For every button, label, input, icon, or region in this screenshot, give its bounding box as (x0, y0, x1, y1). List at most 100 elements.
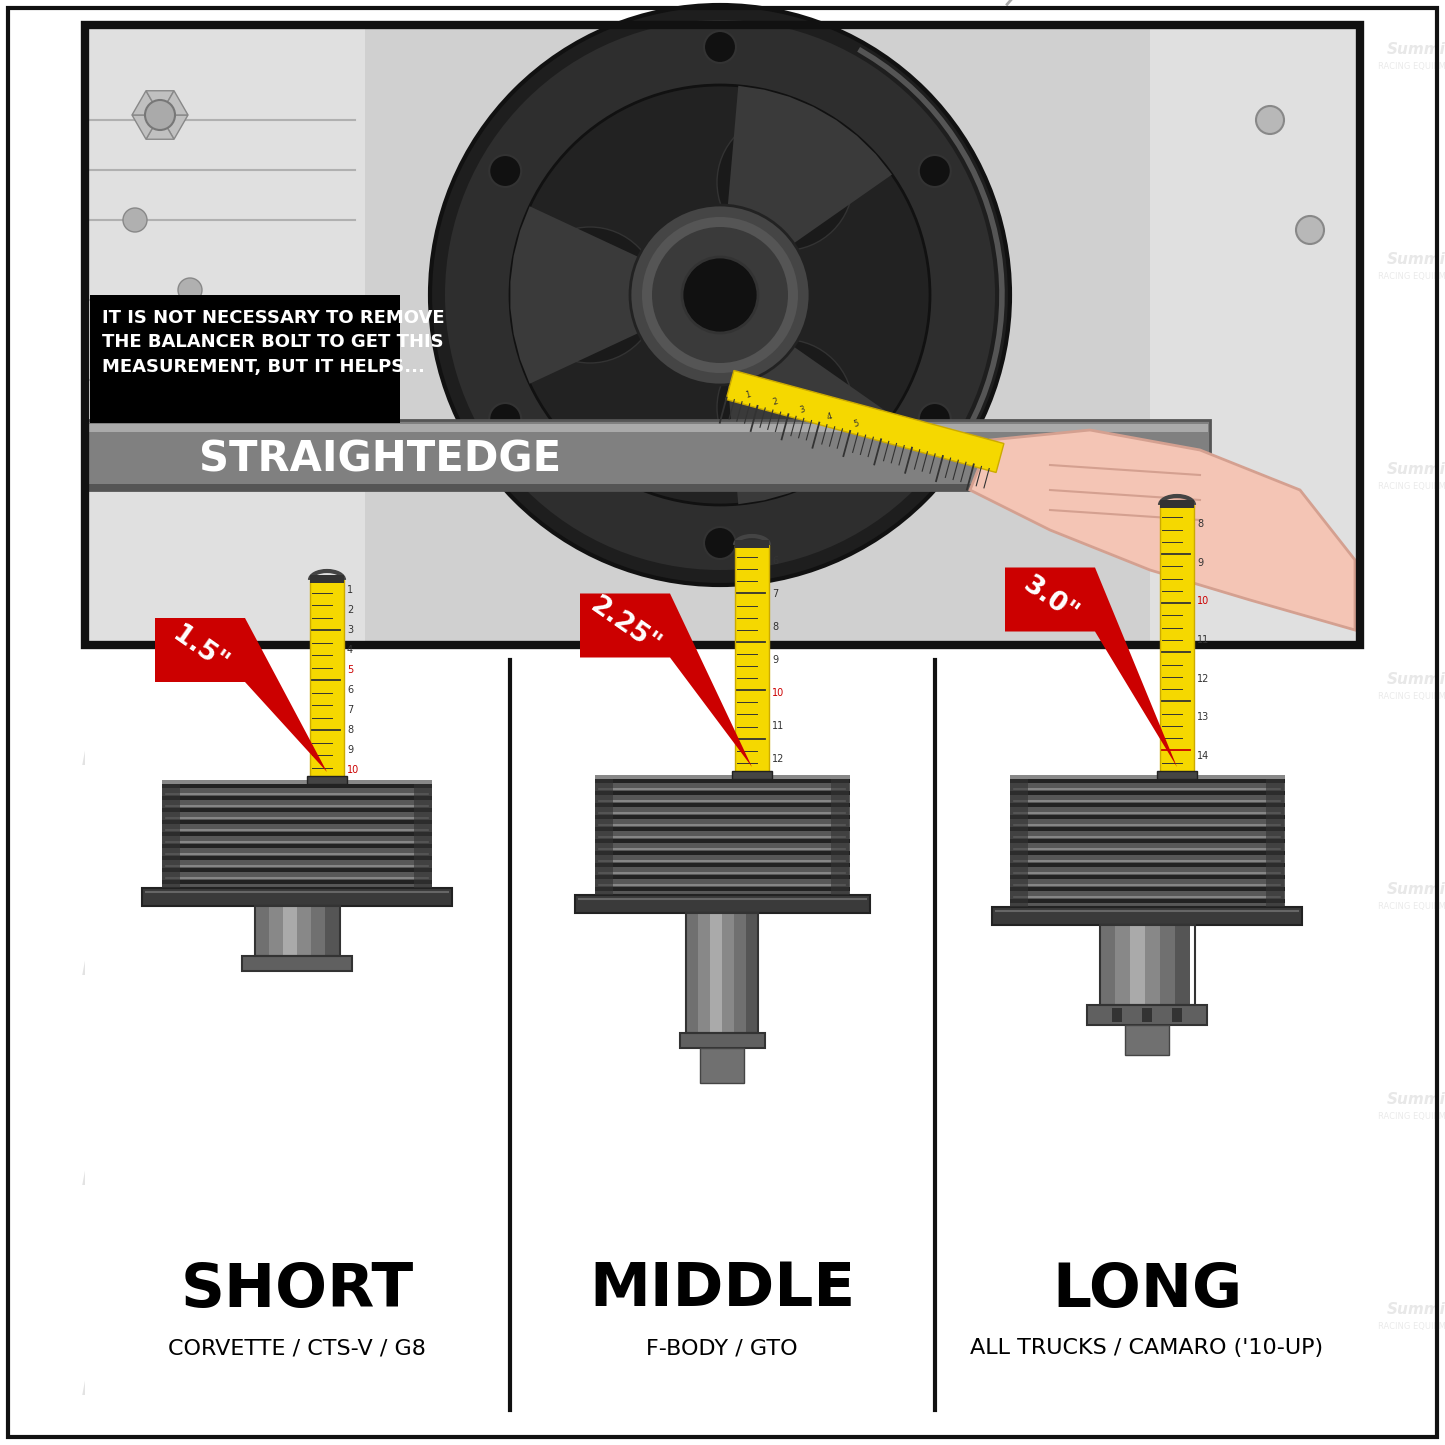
FancyBboxPatch shape (725, 370, 1004, 473)
Text: RACING EQUIPMENT: RACING EQUIPMENT (1377, 692, 1445, 701)
Circle shape (717, 340, 853, 475)
Bar (595, 827, 850, 831)
Bar (595, 775, 613, 894)
Text: Pro: Pro (675, 66, 725, 92)
Text: Pro: Pro (1256, 487, 1305, 513)
Text: 10: 10 (347, 764, 360, 775)
Text: 8: 8 (772, 623, 777, 631)
Bar (298, 906, 311, 957)
Text: 3: 3 (798, 405, 806, 415)
Text: Pro: Pro (1256, 907, 1305, 933)
Bar (162, 792, 432, 803)
Bar (595, 858, 850, 871)
Polygon shape (970, 431, 1355, 630)
Bar (1010, 815, 1285, 819)
Bar (269, 906, 283, 957)
Bar (306, 776, 347, 785)
Polygon shape (160, 116, 188, 139)
Text: LS: LS (660, 299, 740, 357)
Text: Pro: Pro (965, 696, 1014, 722)
Bar (1010, 835, 1285, 847)
Bar (311, 579, 344, 780)
Text: RACING EQUIPMENT: RACING EQUIPMENT (1088, 481, 1172, 490)
Text: 9: 9 (772, 655, 777, 665)
Text: RACING EQUIPMENT: RACING EQUIPMENT (798, 1111, 883, 1120)
Text: STRAIGHTEDGE: STRAIGHTEDGE (199, 438, 561, 480)
Bar (1175, 925, 1191, 1006)
Bar (162, 844, 432, 848)
Text: Summit: Summit (227, 462, 293, 477)
Text: RACING EQUIPMENT: RACING EQUIPMENT (218, 1111, 302, 1120)
Text: LS: LS (1240, 90, 1319, 146)
Text: RACING EQUIPMENT: RACING EQUIPMENT (1377, 481, 1445, 490)
Bar (1010, 811, 1285, 824)
Text: RACING EQUIPMENT: RACING EQUIPMENT (798, 481, 883, 490)
Text: Pro: Pro (675, 1117, 725, 1143)
Text: Pro: Pro (965, 907, 1014, 933)
Text: 7: 7 (772, 590, 779, 600)
Bar (681, 1033, 764, 1048)
Text: Summit: Summit (227, 1092, 293, 1107)
Bar (241, 957, 353, 971)
Text: LS: LS (81, 1140, 159, 1196)
Text: RACING EQUIPMENT: RACING EQUIPMENT (507, 1111, 592, 1120)
Text: LS: LS (81, 1350, 159, 1406)
Circle shape (919, 155, 951, 186)
Text: Summit: Summit (227, 672, 293, 688)
Text: 2: 2 (347, 605, 353, 616)
Text: RACING EQUIPMENT: RACING EQUIPMENT (1088, 692, 1172, 701)
Text: RACING EQUIPMENT: RACING EQUIPMENT (1377, 272, 1445, 280)
Circle shape (123, 208, 147, 233)
Text: RACING EQUIPMENT: RACING EQUIPMENT (1088, 272, 1172, 280)
Bar (722, 913, 734, 1033)
Text: LS: LS (81, 720, 159, 776)
Text: 4: 4 (825, 412, 832, 422)
Text: Pro: Pro (386, 487, 435, 513)
Text: 3: 3 (347, 626, 353, 634)
Text: LS: LS (370, 1350, 449, 1406)
Text: LS: LS (660, 510, 740, 566)
Polygon shape (146, 116, 173, 139)
Text: Pro: Pro (1256, 277, 1305, 303)
Text: RACING EQUIPMENT: RACING EQUIPMENT (1377, 1322, 1445, 1331)
Circle shape (642, 217, 798, 373)
Text: LONG: LONG (1052, 1260, 1243, 1319)
Text: LS: LS (370, 510, 449, 566)
Text: RACING EQUIPMENT: RACING EQUIPMENT (1377, 62, 1445, 71)
Text: Summit: Summit (806, 883, 873, 897)
Bar (162, 816, 432, 828)
Text: 5: 5 (853, 419, 860, 429)
Text: LS: LS (951, 1140, 1030, 1196)
Text: LS: LS (81, 510, 159, 566)
Bar (85, 660, 1360, 1420)
Bar (311, 906, 325, 957)
Text: RACING EQUIPMENT: RACING EQUIPMENT (507, 62, 592, 71)
Bar (831, 775, 850, 894)
Text: Pro: Pro (386, 66, 435, 92)
Bar (162, 780, 432, 792)
Text: LS: LS (660, 929, 740, 987)
Text: Pro: Pro (965, 1117, 1014, 1143)
Bar (1010, 899, 1285, 903)
Text: RACING EQUIPMENT: RACING EQUIPMENT (218, 272, 302, 280)
Bar (595, 840, 850, 842)
Bar (162, 821, 432, 824)
Bar (595, 847, 850, 858)
Bar (1010, 883, 1285, 894)
Text: Pro: Pro (965, 277, 1014, 303)
Bar (162, 876, 432, 889)
Text: RACING EQUIPMENT: RACING EQUIPMENT (218, 62, 302, 71)
Bar (254, 906, 340, 957)
Text: ALL TRUCKS / CAMARO ('10-UP): ALL TRUCKS / CAMARO ('10-UP) (971, 1338, 1324, 1358)
Text: RACING EQUIPMENT: RACING EQUIPMENT (218, 481, 302, 490)
Text: Summit: Summit (517, 1092, 584, 1107)
Text: Summit: Summit (227, 42, 293, 58)
Text: Pro: Pro (965, 66, 1014, 92)
Bar (595, 835, 850, 847)
Text: Summit: Summit (806, 462, 873, 477)
Text: RACING EQUIPMENT: RACING EQUIPMENT (1088, 1111, 1172, 1120)
Text: RACING EQUIPMENT: RACING EQUIPMENT (1377, 902, 1445, 910)
Bar (162, 880, 432, 884)
Text: Pro: Pro (95, 66, 144, 92)
Text: Pro: Pro (95, 696, 144, 722)
